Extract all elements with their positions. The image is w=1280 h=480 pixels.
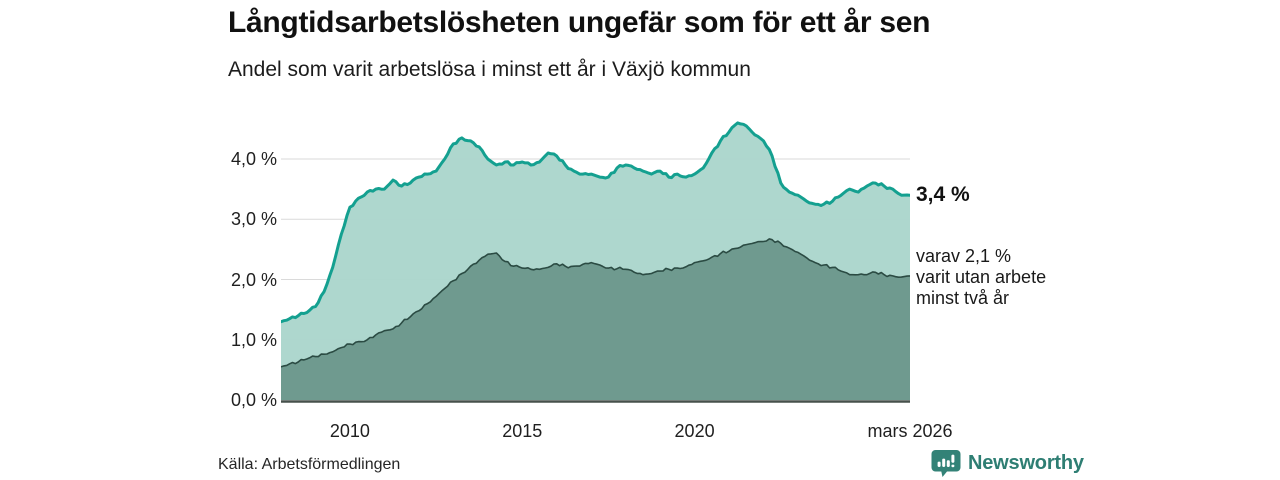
x-tick-label: 2010 (329, 421, 370, 441)
y-tick-label: 3,0 % (230, 209, 277, 230)
newsworthy-logo-icon (931, 449, 961, 477)
y-tick-label: 1,0 % (230, 329, 277, 350)
x-tick-label: mars 2026 (867, 421, 953, 441)
area-chart (281, 121, 910, 403)
y-tick-label: 2,0 % (230, 269, 277, 290)
brand-lockup: Newsworthy (931, 448, 1084, 478)
secondary-annotation-line: varit utan arbete (916, 267, 1047, 287)
y-tick-label: 0,0 % (230, 390, 277, 410)
secondary-annotation-line: minst två år (916, 288, 1010, 308)
latest-value-label: 3,4 % (916, 183, 970, 206)
secondary-annotation: varav 2,1 % varit utan arbete minst två … (916, 246, 1046, 309)
x-tick-label: 2015 (502, 421, 543, 441)
source-note: Källa: Arbetsförmedlingen (218, 456, 401, 473)
y-tick-label: 4,0 % (230, 149, 277, 169)
chart-subtitle: Andel som varit arbetslösa i minst ett å… (228, 58, 751, 81)
x-tick-label: 2020 (674, 421, 715, 441)
newsworthy-wordmark: Newsworthy (968, 451, 1084, 474)
secondary-annotation-line: varav 2,1 % (916, 246, 1012, 266)
chart-title: Långtidsarbetslösheten ungefär som för e… (228, 6, 931, 39)
